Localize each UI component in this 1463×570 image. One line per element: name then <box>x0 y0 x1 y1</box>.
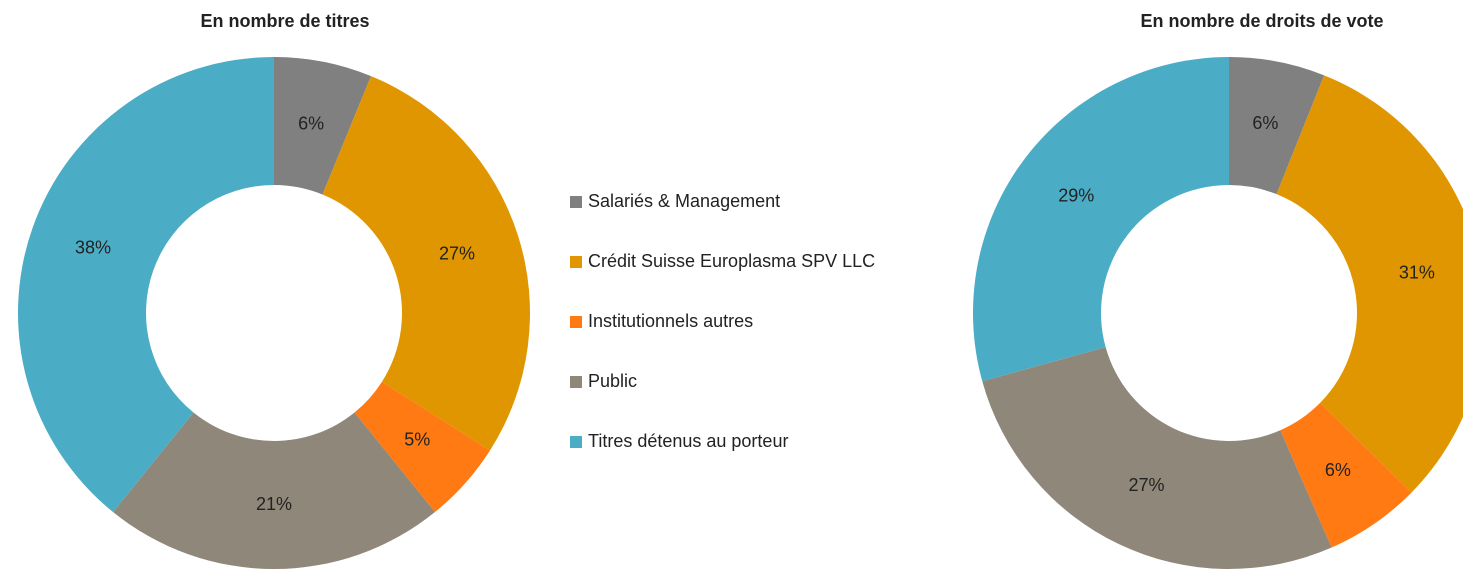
data-label: 21% <box>256 494 292 514</box>
donut-slice <box>322 76 530 451</box>
donut-slice <box>274 57 372 195</box>
data-label: 27% <box>439 244 475 264</box>
legend-swatch <box>570 376 582 388</box>
donut-slice <box>982 347 1332 569</box>
legend-swatch <box>570 436 582 448</box>
legend-label: Public <box>588 371 637 391</box>
data-label: 6% <box>1252 113 1278 133</box>
donut-slice <box>1276 75 1463 493</box>
donut-slice <box>113 412 435 569</box>
data-label: 31% <box>1399 262 1435 282</box>
chart-title: En nombre de titres <box>200 11 369 31</box>
data-label: 6% <box>1325 460 1351 480</box>
data-label: 38% <box>75 238 111 258</box>
data-label: 29% <box>1058 185 1094 205</box>
donut-slice <box>354 381 490 513</box>
data-label: 5% <box>404 430 430 450</box>
legend-label: Titres détenus au porteur <box>588 431 788 451</box>
donut-slice <box>973 57 1229 382</box>
donut-slice <box>18 57 275 513</box>
data-label: 6% <box>298 113 324 133</box>
chart-title: En nombre de droits de vote <box>1140 11 1383 31</box>
legend-swatch <box>570 316 582 328</box>
donut-slice <box>1229 57 1325 195</box>
legend-swatch <box>570 196 582 208</box>
donut-slice <box>1280 402 1412 548</box>
legend-label: Institutionnels autres <box>588 311 753 331</box>
legend-label: Salariés & Management <box>588 191 780 211</box>
data-label: 27% <box>1128 475 1164 495</box>
legend-swatch <box>570 256 582 268</box>
legend-label: Crédit Suisse Europlasma SPV LLC <box>588 251 875 271</box>
